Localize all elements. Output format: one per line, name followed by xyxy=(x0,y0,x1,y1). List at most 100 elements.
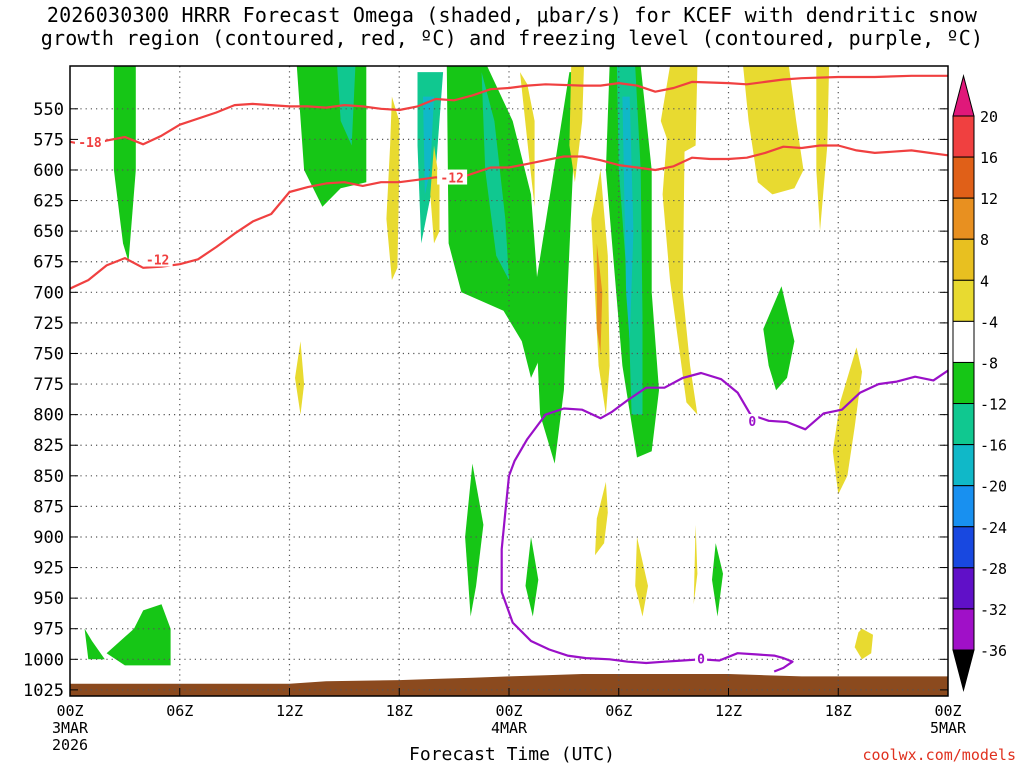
colorbar-label: 8 xyxy=(980,231,989,249)
omega-region-30 xyxy=(693,524,698,605)
x-tick-label: 00Z xyxy=(934,702,961,720)
x-tick-label: 12Z xyxy=(276,702,303,720)
x-tick-label: 18Z xyxy=(386,702,413,720)
omega-region-9 xyxy=(525,537,539,617)
colorbar-label: -8 xyxy=(980,354,998,372)
y-tick-label: 725 xyxy=(33,314,64,334)
dgz-contour-label: -12 xyxy=(440,172,463,187)
omega-region-3 xyxy=(534,72,579,464)
omega-region-24 xyxy=(660,66,698,158)
y-tick-label: 1000 xyxy=(23,650,64,670)
colorbar-band-10 xyxy=(952,526,975,569)
colorbar: 20 16 12 8 4 -4 -8 -12 -16 -20 -24 -28 -32 -36 xyxy=(952,74,1007,692)
y-tick-label: 875 xyxy=(33,497,64,517)
freezing-contour-b xyxy=(500,475,794,673)
omega-region-5 xyxy=(763,286,795,391)
colorbar-band-1 xyxy=(952,156,975,199)
omega-region-27 xyxy=(295,341,305,415)
dgz-contour-label: -18 xyxy=(78,136,102,151)
omega-region-20 xyxy=(569,66,584,183)
freezing-contour-label: 0 xyxy=(748,415,756,430)
colorbar-label: -20 xyxy=(980,478,1007,496)
y-tick-label: 675 xyxy=(33,253,64,273)
omega-region-26 xyxy=(832,347,862,495)
omega-region-29 xyxy=(635,537,648,617)
colorbar-band-6 xyxy=(952,361,975,405)
x-tick-year: 2026 xyxy=(52,736,88,754)
omega-region-22 xyxy=(662,72,698,415)
omega-region-32 xyxy=(596,243,603,354)
colorbar-label: -28 xyxy=(980,560,1007,578)
omega-region-16 xyxy=(622,96,634,342)
colorbar-label: -36 xyxy=(980,642,1007,660)
omega-region-10 xyxy=(712,543,723,617)
y-tick-label: 850 xyxy=(33,467,64,487)
dgz-contour-1 xyxy=(70,144,948,290)
freezing-contour-a xyxy=(507,369,948,477)
y-tick-label: 925 xyxy=(33,559,64,579)
colorbar-band-12 xyxy=(952,608,975,651)
y-tick-label: 900 xyxy=(33,528,64,548)
colorbar-label: 16 xyxy=(980,149,998,167)
colorbar-bottom-triangle xyxy=(952,649,975,692)
dgz-label-bg xyxy=(437,169,468,185)
contour-layer: -18 -12 -12 0 0 xyxy=(70,74,948,673)
x-tick-label: 06Z xyxy=(605,702,632,720)
colorbar-label: -4 xyxy=(980,313,998,331)
y-tick-label: 775 xyxy=(33,375,64,395)
dgz-contour-0 xyxy=(70,74,948,147)
y-tick-label: 950 xyxy=(33,589,64,609)
y-tick-label: 750 xyxy=(33,344,64,364)
title-line-1: 2026030300 HRRR Forecast Omega (shaded, … xyxy=(46,3,978,27)
colorbar-band-2 xyxy=(952,197,975,240)
omega-region-23 xyxy=(743,66,804,195)
dgz-contour-label: -12 xyxy=(146,254,169,269)
y-tick-label: 650 xyxy=(33,222,64,242)
freezing-label-bg xyxy=(746,413,759,428)
colorbar-band-0 xyxy=(952,115,975,158)
y-tick-label: 550 xyxy=(33,100,64,120)
colorbar-label: 4 xyxy=(980,272,989,290)
omega-region-15 xyxy=(423,96,434,195)
omega-region-13 xyxy=(481,72,509,281)
colorbar-band-5 xyxy=(952,320,975,363)
y-tick-label: 575 xyxy=(33,130,64,150)
colorbar-band-8 xyxy=(952,444,975,487)
omega-region-25 xyxy=(816,66,830,232)
x-tick-label: 12Z xyxy=(715,702,742,720)
x-tick-label: 18Z xyxy=(825,702,852,720)
x-tick-date: 4MAR xyxy=(491,719,528,737)
x-tick-date: 5MAR xyxy=(930,719,967,737)
colorbar-band-4 xyxy=(952,279,975,322)
y-tick-label: 975 xyxy=(33,620,64,640)
y-tick-label: 700 xyxy=(33,283,64,303)
dgz-label-bg xyxy=(142,251,173,267)
colorbar-top-triangle xyxy=(952,74,975,117)
freezing-label-bg xyxy=(695,651,708,666)
y-tick-label: 825 xyxy=(33,436,64,456)
colorbar-label: -32 xyxy=(980,601,1007,619)
omega-region-8 xyxy=(465,463,484,617)
colorbar-label: -24 xyxy=(980,519,1007,537)
x-tick-label: 00Z xyxy=(56,702,83,720)
colorbar-band-7 xyxy=(952,403,975,446)
y-tick-label: 800 xyxy=(33,406,64,426)
colorbar-band-3 xyxy=(952,238,975,281)
omega-region-28 xyxy=(595,481,608,556)
x-axis-title: Forecast Time (UTC) xyxy=(409,744,615,765)
omega-region-19 xyxy=(520,72,535,207)
title-line-2: growth region (contoured, red, ºC) and f… xyxy=(40,26,984,50)
chart-title: 2026030300 HRRR Forecast Omega (shaded, … xyxy=(0,4,1024,50)
y-axis: 550 575 600 625 650 675 700 725 750 775 800 825 850 8… xyxy=(23,100,948,701)
freezing-contour-label: 0 xyxy=(697,652,705,667)
colorbar-label: 20 xyxy=(980,108,998,126)
x-tick-date: 3MAR xyxy=(52,719,89,737)
colorbar-label: -12 xyxy=(980,396,1007,414)
x-tick-label: 06Z xyxy=(166,702,193,720)
omega-region-31 xyxy=(854,628,873,660)
dgz-label-bg xyxy=(74,134,105,150)
grid-layer xyxy=(70,66,948,696)
colorbar-band-9 xyxy=(952,485,975,528)
